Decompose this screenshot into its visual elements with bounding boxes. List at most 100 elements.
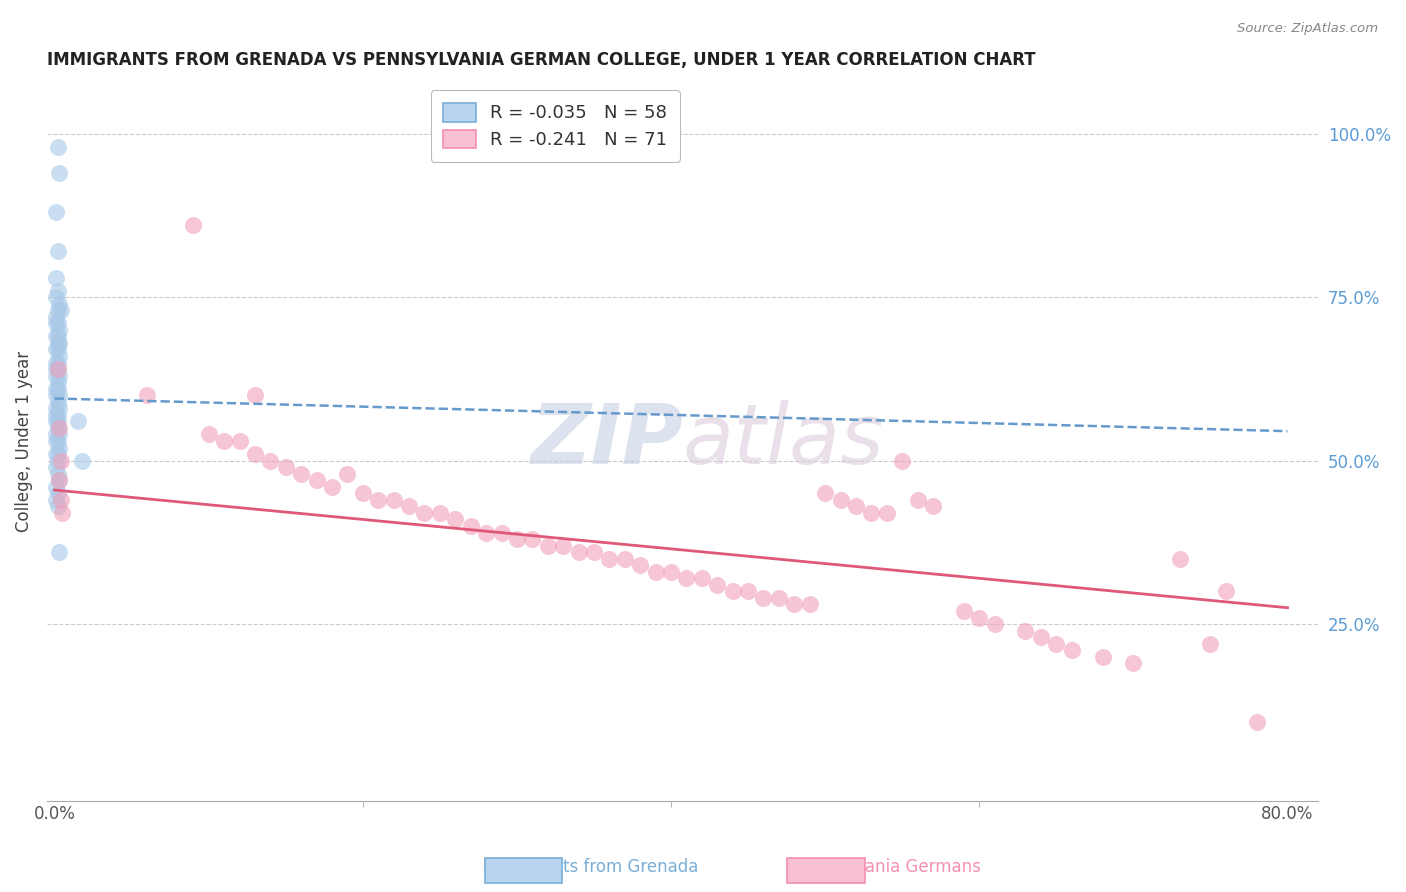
Point [48, 296, 70, 310]
Point [46, 375, 69, 389]
Point [45, 401, 67, 416]
Point [799, 598, 821, 612]
Point [1246, 715, 1268, 730]
Point [706, 578, 728, 592]
Point [690, 571, 713, 585]
Point [46, 486, 69, 500]
Point [553, 539, 575, 553]
Point [49, 453, 72, 467]
Point [45, 414, 67, 428]
Point [830, 492, 852, 507]
Point [953, 604, 976, 618]
Point [45, 343, 67, 357]
Point [922, 500, 945, 514]
Point [45, 329, 67, 343]
Point [48, 166, 70, 180]
Point [537, 539, 560, 553]
Legend: R = -0.035   N = 58, R = -0.241   N = 71: R = -0.035 N = 58, R = -0.241 N = 71 [430, 90, 681, 161]
Point [1168, 551, 1191, 566]
Point [737, 584, 759, 599]
Point [45, 290, 67, 304]
Point [48, 545, 70, 559]
Point [46, 329, 69, 343]
Point [491, 525, 513, 540]
Point [243, 388, 266, 402]
Point [51, 506, 73, 520]
Point [46, 453, 69, 467]
Point [228, 434, 250, 448]
Point [212, 434, 235, 448]
Point [46, 500, 69, 514]
Point [1199, 637, 1222, 651]
Point [46, 335, 69, 350]
Point [46, 303, 69, 318]
Point [907, 492, 929, 507]
Y-axis label: College, Under 1 year: College, Under 1 year [15, 351, 32, 532]
Point [522, 532, 544, 546]
Point [45, 362, 67, 376]
Point [46, 421, 69, 435]
Point [72, 453, 94, 467]
Point [45, 427, 67, 442]
Point [860, 506, 883, 520]
Point [644, 565, 666, 579]
Text: Source: ZipAtlas.com: Source: ZipAtlas.com [1237, 22, 1378, 36]
Text: Immigrants from Grenada: Immigrants from Grenada [482, 858, 699, 876]
Point [876, 506, 898, 520]
Point [783, 598, 806, 612]
Point [46, 362, 69, 376]
Point [967, 610, 990, 624]
Point [48, 441, 70, 455]
Point [45, 492, 67, 507]
Point [46, 414, 69, 428]
Point [336, 467, 359, 481]
Point [48, 335, 70, 350]
Point [768, 591, 790, 605]
Point [46, 244, 69, 259]
Point [1215, 584, 1237, 599]
Point [46, 382, 69, 396]
Point [274, 460, 297, 475]
Point [49, 492, 72, 507]
Point [290, 467, 312, 481]
Text: IMMIGRANTS FROM GRENADA VS PENNSYLVANIA GERMAN COLLEGE, UNDER 1 YEAR CORRELATION: IMMIGRANTS FROM GRENADA VS PENNSYLVANIA … [46, 51, 1035, 69]
Point [181, 218, 204, 232]
Point [46, 467, 69, 481]
Point [891, 453, 914, 467]
Point [429, 506, 451, 520]
Point [45, 316, 67, 330]
Point [48, 388, 70, 402]
Point [45, 447, 67, 461]
Point [259, 453, 281, 467]
Point [49, 303, 72, 318]
Point [45, 368, 67, 383]
Point [48, 349, 70, 363]
Point [460, 519, 482, 533]
Point [444, 512, 467, 526]
Point [475, 525, 498, 540]
Point [352, 486, 374, 500]
Point [567, 545, 589, 559]
Point [45, 205, 67, 219]
Point [1029, 630, 1052, 644]
Point [46, 447, 69, 461]
Point [66, 414, 89, 428]
Point [46, 355, 69, 369]
Point [243, 447, 266, 461]
Point [136, 388, 159, 402]
Point [1014, 624, 1036, 638]
Point [598, 551, 620, 566]
Point [46, 434, 69, 448]
Point [1060, 643, 1083, 657]
Point [413, 506, 436, 520]
Point [382, 492, 405, 507]
Point [628, 558, 651, 573]
Point [197, 427, 219, 442]
Text: Pennsylvania Germans: Pennsylvania Germans [790, 858, 981, 876]
Point [45, 480, 67, 494]
Point [721, 584, 744, 599]
Point [46, 284, 69, 298]
Point [46, 362, 69, 376]
Point [1122, 657, 1144, 671]
Point [752, 591, 775, 605]
